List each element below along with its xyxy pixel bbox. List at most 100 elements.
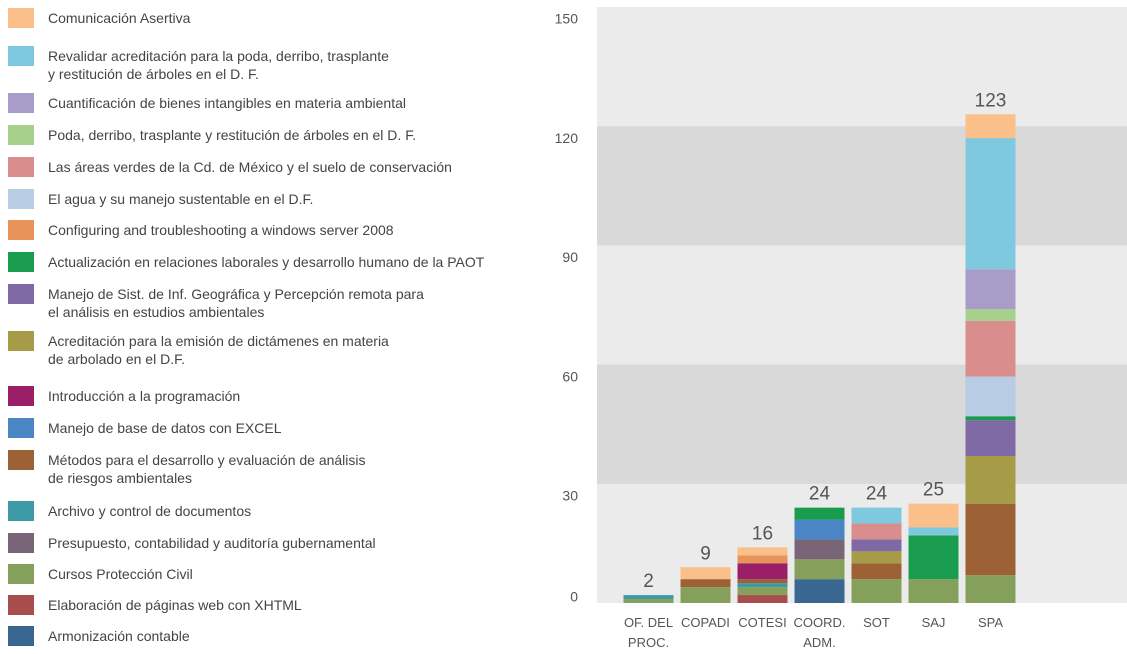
legend-swatch (8, 252, 34, 272)
legend-label: Manejo de base de datos con EXCEL (48, 420, 282, 436)
bar-segment (794, 559, 845, 580)
total-label: 24 (809, 484, 831, 505)
grid-band (597, 126, 1127, 246)
x-tick-label: COPADI (681, 615, 730, 630)
bar-segment (965, 114, 1016, 139)
bar-segment (965, 420, 1016, 456)
bar-segment (851, 523, 902, 540)
bar-segment (965, 503, 1016, 576)
legend-label: Elaboración de páginas web con XHTML (48, 597, 302, 613)
x-tick-label: COTESI (738, 615, 786, 630)
x-tick-label-line: OF. DEL (624, 615, 673, 630)
bar-segment (623, 599, 674, 603)
bar-segment (965, 269, 1016, 309)
bar-segment (851, 539, 902, 552)
legend-label: Introducción a la programación (48, 388, 241, 404)
bar-segment (965, 138, 1016, 270)
legend-swatch (8, 418, 34, 438)
bar-segment (965, 376, 1016, 417)
total-label: 24 (866, 484, 888, 505)
bar-segment (851, 507, 902, 524)
total-label: 25 (923, 480, 944, 501)
legend-swatch (8, 125, 34, 145)
legend-swatch (8, 8, 34, 28)
bar-segment (965, 455, 1016, 504)
bar-segment (680, 587, 731, 603)
bar-segment (965, 308, 1016, 321)
legend-swatch (8, 331, 34, 351)
bar-segment (737, 547, 788, 556)
legend-swatch (8, 564, 34, 584)
legend-label: El agua y su manejo sustentable en el D.… (48, 191, 314, 207)
total-label: 2 (643, 571, 654, 592)
x-tick-label: OF. DEL PROC. (624, 615, 673, 650)
legend-label: Cuantificación de bienes intangibles en … (48, 95, 406, 111)
bar-segment (737, 563, 788, 580)
grid-band (597, 364, 1127, 484)
x-tick-label-line: PROC. (628, 635, 669, 650)
x-tick-label-line: ADM. (803, 635, 836, 650)
legend-swatch (8, 157, 34, 177)
bar-segment (908, 527, 959, 536)
legend-label: Armonización contable (48, 628, 190, 644)
legend-label: Configuring and troubleshooting a window… (48, 222, 394, 238)
legend-swatch (8, 284, 34, 304)
y-tick-label: 120 (555, 130, 579, 146)
bar-segment (680, 567, 731, 580)
legend-swatch (8, 501, 34, 521)
bar-segment (737, 579, 788, 584)
bar-segment (680, 579, 731, 588)
total-label: 9 (700, 543, 711, 564)
bar-segment (965, 575, 1016, 603)
bar-segment (737, 555, 788, 564)
bar-segment (794, 507, 845, 520)
legend-label: Actualización en relaciones laborales y … (48, 254, 485, 270)
legend-swatch (8, 595, 34, 615)
bar-segment (851, 563, 902, 580)
x-tick-label: COORD. ADM. (794, 615, 846, 650)
x-tick-label: SAJ (922, 615, 946, 630)
plot-background (597, 7, 1127, 603)
legend-label: Métodos para el desarrollo y evaluación … (48, 452, 366, 486)
legend-label: Cursos Protección Civil (48, 566, 193, 582)
legend-swatch (8, 189, 34, 209)
legend-swatch (8, 533, 34, 553)
x-tick-label-line: COPADI (681, 615, 730, 630)
total-label: 16 (752, 523, 773, 544)
legend-swatch (8, 93, 34, 113)
y-tick-label: 60 (562, 368, 578, 384)
bar-segment (737, 595, 788, 603)
bar-segment (908, 535, 959, 580)
legend-label: Archivo y control de documentos (48, 503, 252, 519)
legend-label: Revalidar acreditación para la poda, der… (48, 48, 389, 82)
bar-segment (851, 579, 902, 603)
legend-label: Las áreas verdes de la Cd. de México y e… (48, 159, 452, 175)
legend-label: Comunicación Asertiva (48, 10, 191, 26)
y-tick-label: 0 (570, 589, 578, 605)
y-tick-label: 30 (562, 488, 578, 504)
x-tick-label-line: SAJ (922, 615, 946, 630)
x-tick-label-line: COORD. (794, 615, 846, 630)
legend-swatch (8, 220, 34, 240)
x-tick-label-line: COTESI (738, 615, 786, 630)
bar-segment (908, 503, 959, 528)
bar-segment (623, 595, 674, 600)
legend-label: Acreditación para la emisión de dictámen… (48, 333, 389, 367)
bar-segment (737, 587, 788, 596)
x-tick-label-line: SOT (863, 615, 890, 630)
bar-segment (737, 583, 788, 588)
legend-swatch (8, 450, 34, 470)
bar-segment (965, 416, 1016, 421)
legend-swatch (8, 626, 34, 646)
legend-label: Presupuesto, contabilidad y auditoría gu… (48, 535, 376, 551)
legend-label: Manejo de Sist. de Inf. Geográfica y Per… (48, 286, 424, 320)
legend-swatch (8, 386, 34, 406)
legend-swatch (8, 46, 34, 66)
bar-segment (794, 579, 845, 603)
bar-segment (965, 320, 1016, 377)
total-label: 123 (975, 90, 1007, 111)
y-tick-label: 150 (555, 11, 579, 27)
y-tick-label: 90 (562, 249, 578, 265)
